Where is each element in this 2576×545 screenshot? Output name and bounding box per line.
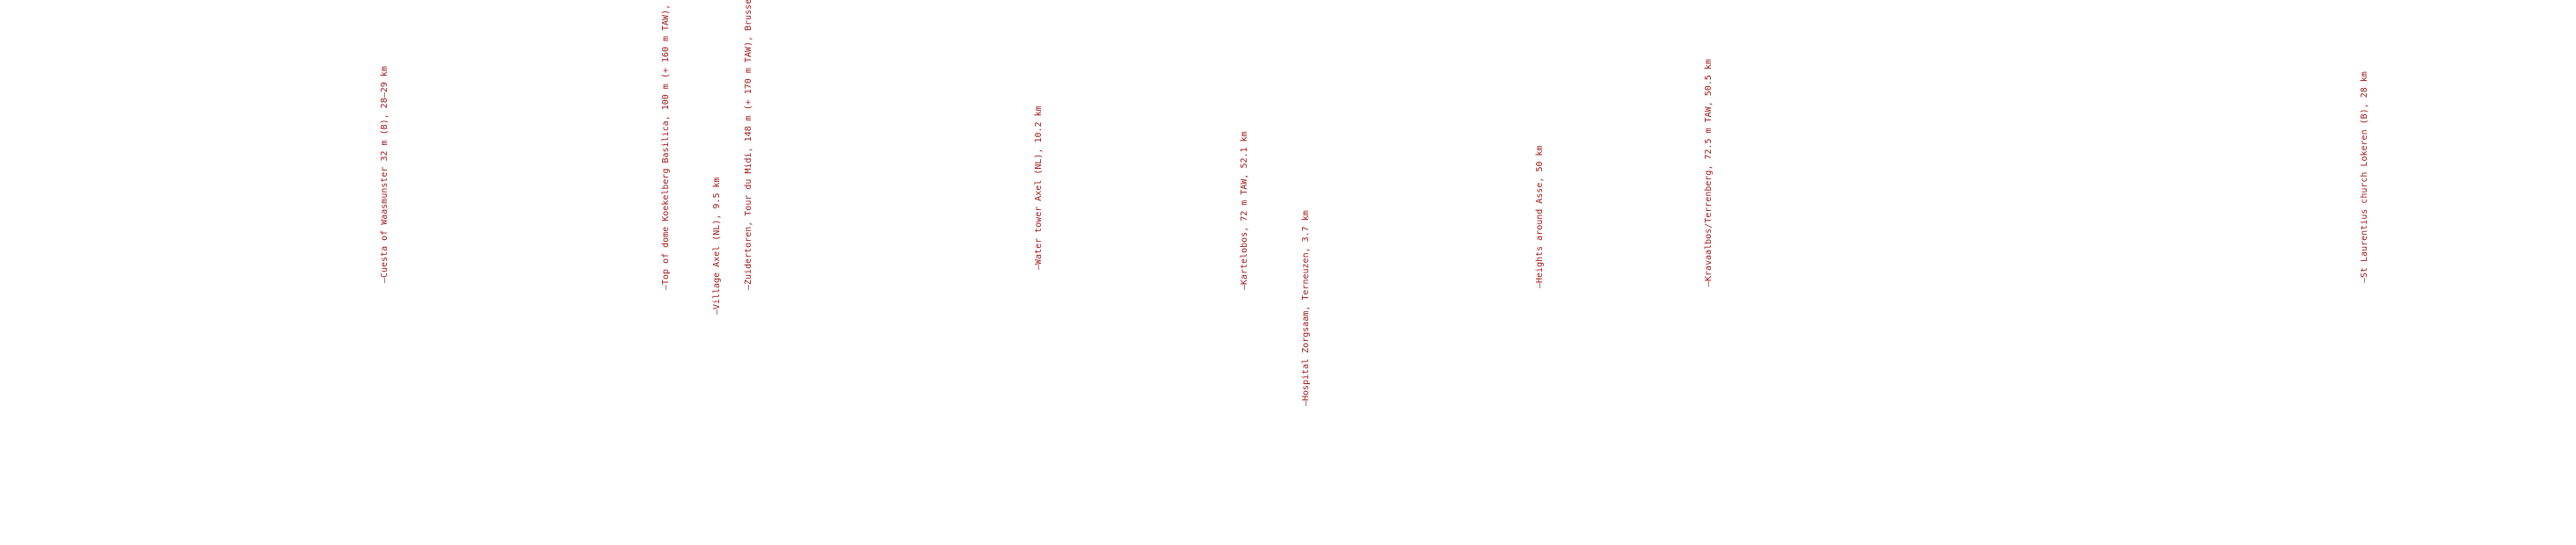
label-zorgsaam: —Hospital Zorgsaam, Terneuzen, 3.7 km xyxy=(1301,210,1311,406)
label-kartelobos: —Kartelobos, 72 m TAW, 52.1 km xyxy=(1240,131,1249,290)
label-kravaalbos: —Kravaalbos/Terrenberg, 72.5 m TAW, 50.5… xyxy=(1704,59,1714,287)
label-axel-village: —Village Axel (NL), 9.5 km xyxy=(712,177,722,315)
label-lokeren: —St Laurentius church Lokeren (B), 28 km xyxy=(2360,71,2369,283)
label-asse: —Heights around Asse, 50 km xyxy=(1535,145,1545,288)
label-waasmunster: —Cuesta of Waasmunster 32 m (B), 28–29 k… xyxy=(380,66,389,283)
label-zuidertoren: —Zuidertoren, Tour du Midi, 148 m (+ 170… xyxy=(744,0,753,290)
label-axel-watertower: —Water tower Axel (NL), 10.2 km xyxy=(1034,105,1044,270)
label-koekelberg: —Top of dome Koekelberg Basilica, 100 m … xyxy=(661,0,671,290)
